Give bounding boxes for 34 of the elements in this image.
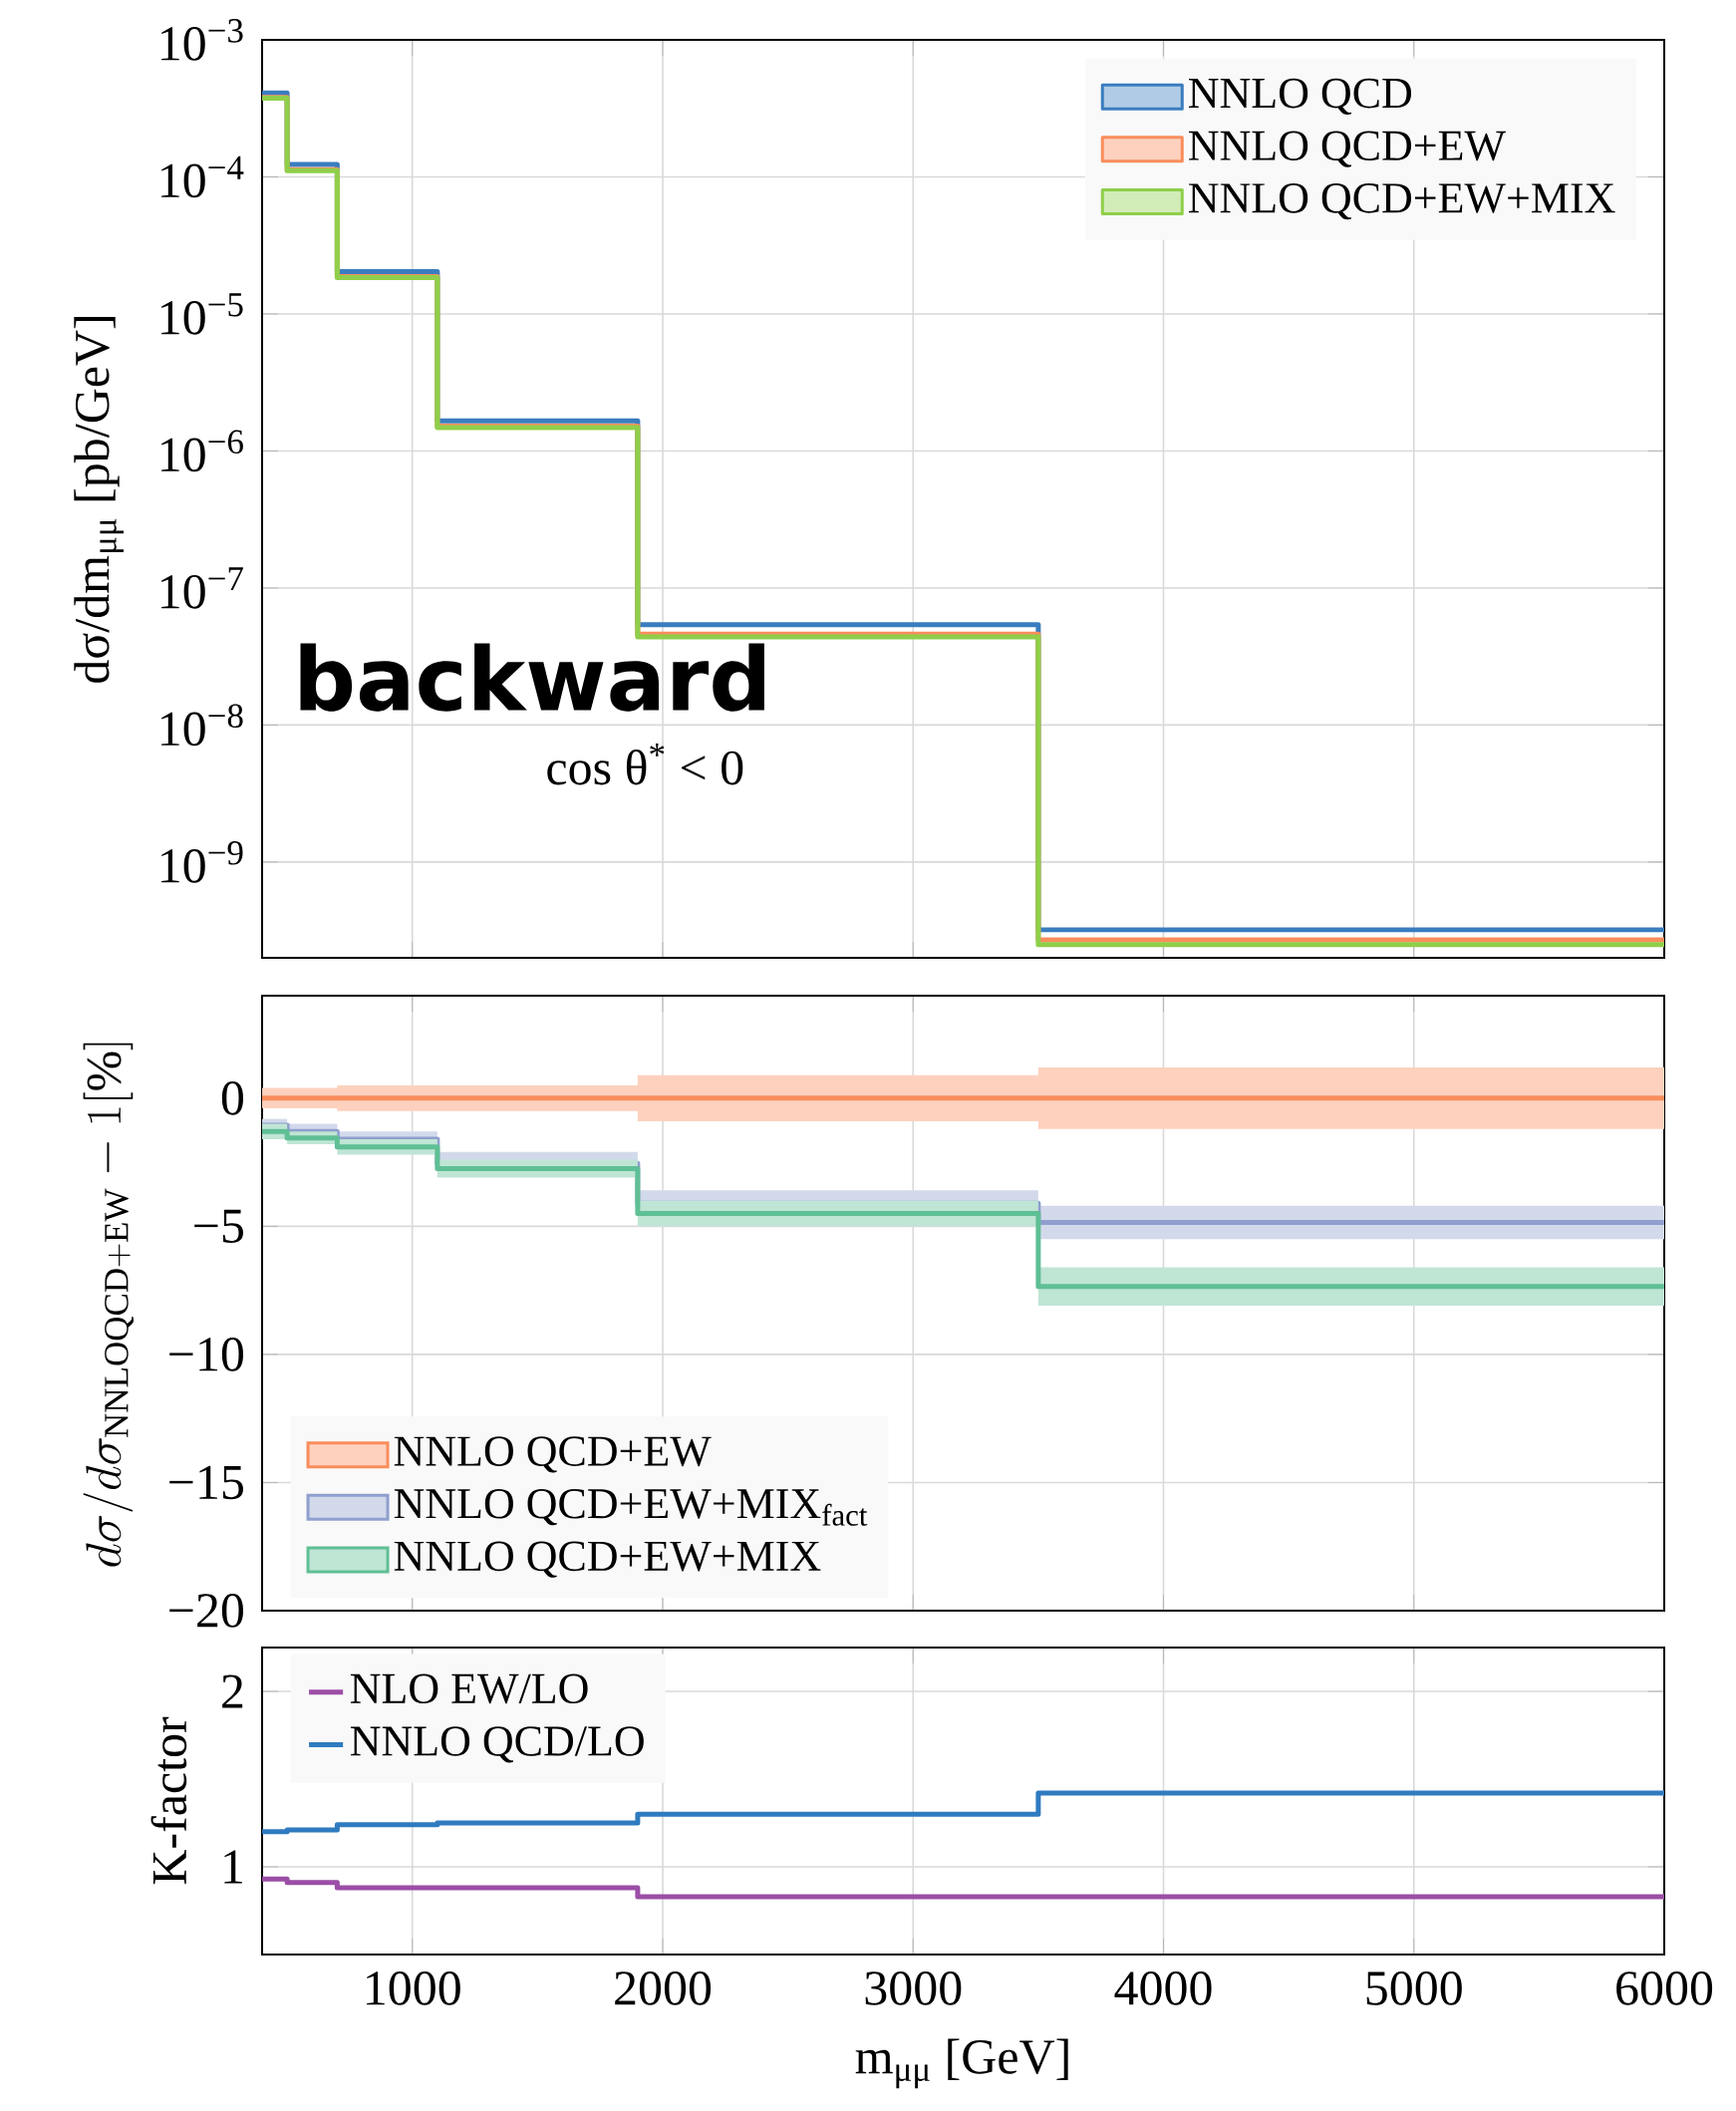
y-tick-label: 1 <box>224 1850 242 1884</box>
y-tick-label: 10$^{−3}$ <box>161 19 243 61</box>
y-axis-title: dσ/dm$_{μμ}$ [pb/GeV] <box>74 317 124 683</box>
x-tick-label: 2000 <box>615 1971 712 2005</box>
y-axis-title: K-factor <box>150 1716 187 1885</box>
legend-label: NLO EW/LO <box>350 1673 588 1704</box>
y-tick-label: 2 <box>222 1674 243 1708</box>
y-tick-label: −15 <box>169 1465 243 1500</box>
legend-label: NNLO QCD <box>1189 78 1412 116</box>
legend-label: NNLO QCD+EW+MIX$_{fact}$ <box>394 1488 868 1526</box>
y-tick-label: −5 <box>194 1209 243 1243</box>
y-tick-label: 10$^{−5}$ <box>161 293 243 335</box>
annotation: backward <box>300 643 764 712</box>
y-tick-label: 10$^{−4}$ <box>161 155 244 198</box>
y-tick-label: −20 <box>169 1594 244 1628</box>
y-tick-label: 10$^{−9}$ <box>161 841 243 883</box>
y-tick-label: 0 <box>221 1080 244 1115</box>
legend-label: NNLO QCD+EW+MIX <box>1189 183 1615 220</box>
y-tick-label: 10$^{−8}$ <box>161 704 243 747</box>
x-tick-label: 6000 <box>1616 1971 1713 2005</box>
y-tick-label: −10 <box>169 1338 244 1371</box>
x-tick-label: 4000 <box>1114 1971 1212 2005</box>
legend-label: NNLO QCD+EW <box>1189 131 1506 167</box>
legend-label: NNLO QCD/LO <box>350 1726 644 1763</box>
x-tick-label: 5000 <box>1366 1971 1462 2005</box>
x-tick-label: 1000 <box>367 1971 460 2005</box>
x-tick-label: 3000 <box>865 1971 962 2005</box>
annotation: cos θ$^{*}$ < 0 <box>547 743 743 785</box>
x-axis-title: m$_{μμ}$ [GeV] <box>855 2038 1068 2089</box>
y-axis-title: $d\sigma/d\sigma_{\mathrm{NNLOQCD+EW}}-1[\%]$ <box>83 1043 135 1567</box>
legend-label: NNLO QCD+EW <box>394 1436 712 1473</box>
y-tick-label: 10$^{−7}$ <box>161 567 243 609</box>
legend-label: NNLO QCD+EW+MIX <box>394 1541 821 1578</box>
y-tick-label: 10$^{−6}$ <box>161 430 243 472</box>
